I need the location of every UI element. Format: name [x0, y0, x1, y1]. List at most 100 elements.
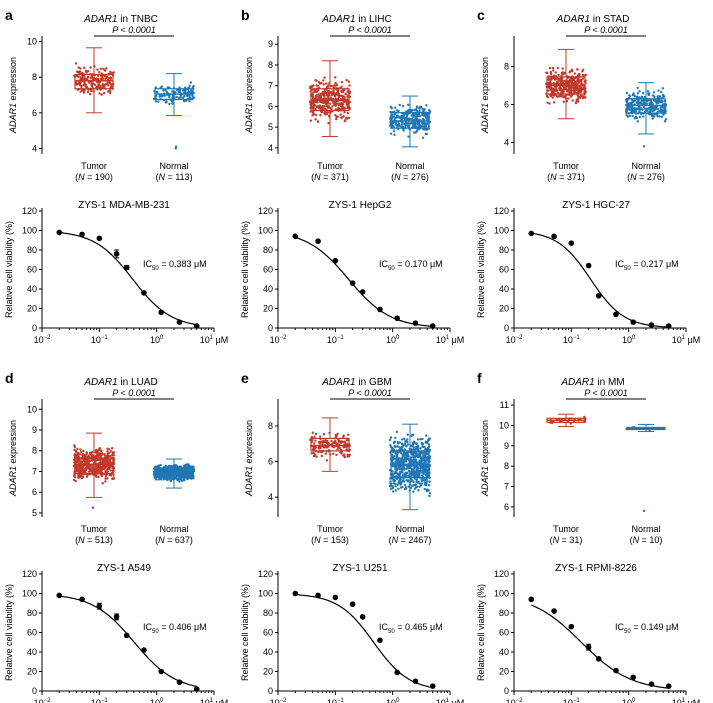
- data-point: [332, 101, 335, 104]
- data-point: [554, 71, 558, 74]
- text-span: ADAR1: [321, 377, 355, 388]
- text-span: 10: [672, 698, 682, 703]
- data-point: [556, 77, 559, 80]
- data-point: [320, 81, 323, 85]
- group-label: Tumor: [81, 161, 107, 171]
- data-point: [554, 87, 558, 90]
- data-point: [664, 118, 668, 121]
- data-point: [337, 440, 341, 444]
- data-point: [635, 95, 639, 98]
- text-span: 113: [175, 172, 189, 182]
- data-point: [581, 77, 584, 80]
- data-point: [414, 124, 417, 127]
- data-point: [413, 122, 417, 125]
- data-point: [79, 596, 85, 603]
- text-span: IC: [615, 259, 625, 269]
- text-span: −1: [337, 335, 345, 341]
- data-point: [394, 106, 397, 109]
- data-point: [551, 233, 557, 240]
- data-point: [96, 81, 99, 84]
- text-span: (: [391, 172, 394, 182]
- y-tick-label: 6: [504, 100, 509, 110]
- group-label: Tumor: [553, 161, 579, 171]
- data-point: [104, 77, 107, 81]
- text-span: 0: [160, 698, 164, 703]
- data-point: [323, 440, 327, 444]
- data-point: [528, 596, 535, 603]
- data-point: [322, 432, 326, 436]
- y-tick-label: 40: [499, 284, 509, 294]
- data-point: [636, 100, 639, 103]
- data-point: [314, 113, 318, 117]
- data-point: [627, 94, 631, 97]
- y-tick-label: 8: [504, 461, 509, 471]
- y-axis-label: Relative cell viability (%): [4, 221, 14, 318]
- data-point: [327, 442, 330, 445]
- data-point: [104, 454, 107, 457]
- data-point: [339, 448, 342, 451]
- data-point: [414, 460, 418, 463]
- data-point: [334, 441, 337, 444]
- data-point: [314, 118, 317, 121]
- text-span: ): [579, 535, 582, 545]
- data-point: [554, 78, 557, 81]
- data-point: [319, 92, 323, 95]
- text-span: (: [155, 535, 158, 545]
- data-point: [101, 482, 104, 485]
- data-point: [84, 69, 88, 73]
- data-point: [95, 449, 98, 452]
- data-point: [340, 81, 344, 84]
- y-tick-label: 60: [27, 628, 37, 638]
- data-point: [428, 437, 431, 440]
- data-point: [177, 96, 181, 100]
- data-point: [640, 102, 643, 106]
- text-span: 0.383: [169, 259, 192, 269]
- data-point: [412, 678, 419, 685]
- text-span: −2: [516, 698, 524, 703]
- data-point: [396, 483, 399, 486]
- x-tick-label: 101 μM: [200, 335, 229, 345]
- data-point: [425, 104, 428, 107]
- data-point: [172, 473, 175, 476]
- y-tick-label: 4: [268, 492, 273, 502]
- data-point: [104, 471, 108, 474]
- data-point: [97, 454, 100, 458]
- y-tick-label: 80: [499, 245, 509, 255]
- text-span: in LUAD: [118, 377, 158, 388]
- data-point: [325, 104, 328, 108]
- group-n-label: (N = 276): [627, 172, 665, 182]
- data-point: [81, 453, 84, 457]
- y-tick-label: 100: [258, 226, 273, 236]
- data-point: [86, 69, 90, 73]
- data-point: [96, 603, 103, 609]
- data-point: [85, 475, 89, 478]
- data-point: [636, 86, 639, 90]
- group-label: Normal: [395, 161, 424, 171]
- data-point: [403, 468, 406, 471]
- data-point: [109, 469, 112, 472]
- x-tick-label: 10−1: [327, 698, 345, 703]
- data-point: [325, 446, 328, 449]
- data-point: [412, 320, 419, 326]
- x-tick-label: 10−1: [91, 698, 109, 703]
- y-axis-label: Relative cell viability (%): [240, 584, 250, 681]
- data-point: [74, 62, 78, 65]
- data-point: [394, 457, 397, 460]
- text-span: (: [550, 535, 553, 545]
- data-point: [166, 478, 169, 482]
- y-tick-label: 60: [27, 265, 37, 275]
- data-point: [579, 90, 583, 93]
- data-point: [556, 66, 560, 70]
- data-point: [158, 309, 165, 316]
- data-point: [320, 440, 323, 443]
- data-point: [327, 105, 331, 109]
- data-point: [396, 467, 399, 470]
- data-point: [107, 467, 111, 471]
- data-point: [570, 82, 574, 86]
- data-point: [180, 479, 184, 482]
- data-point: [336, 448, 339, 451]
- data-point: [343, 110, 346, 114]
- data-point: [101, 458, 104, 462]
- data-point: [632, 100, 635, 103]
